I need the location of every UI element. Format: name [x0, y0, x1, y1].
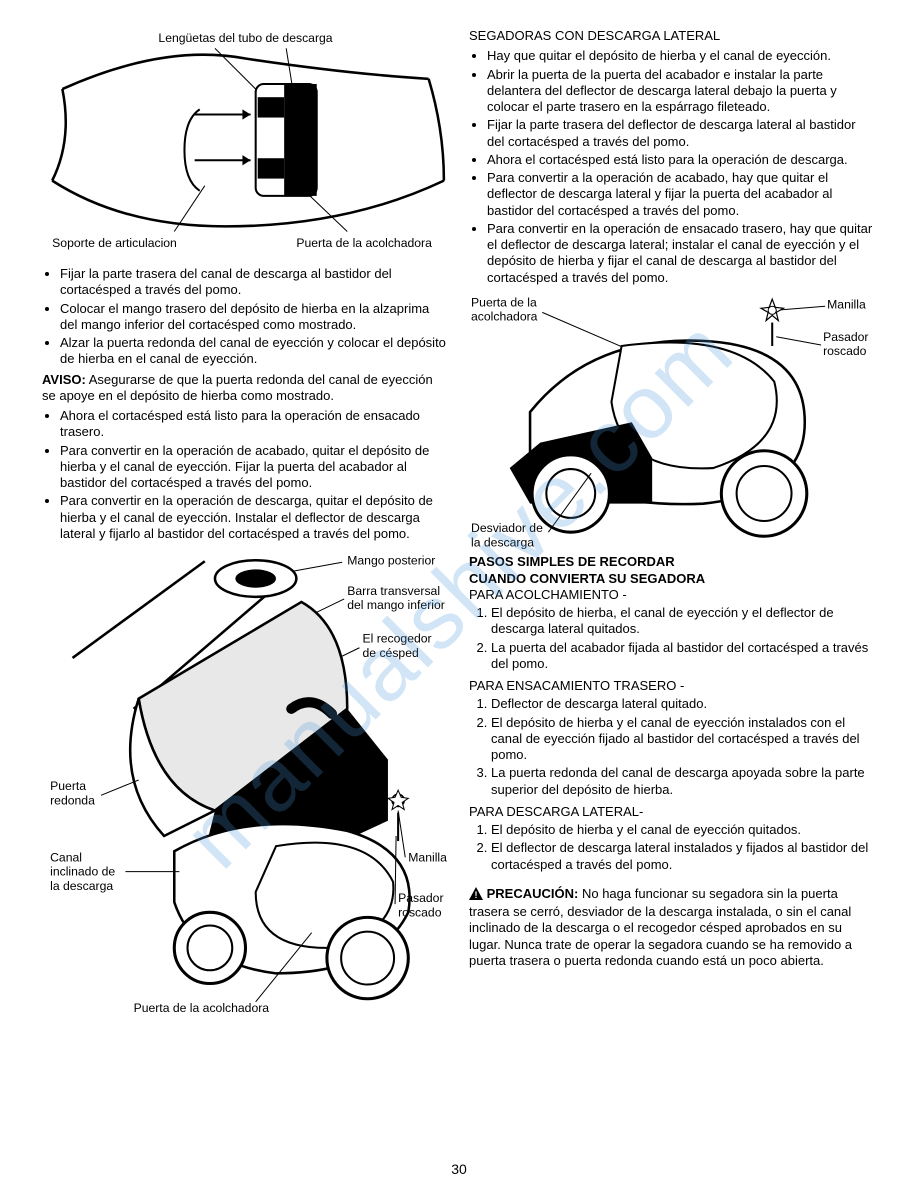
list-item: El depósito de hierba y el canal de eyec…	[491, 822, 876, 838]
fig2-l2b: del mango inferior	[347, 598, 445, 612]
left-bullets-a: Fijar la parte trasera del canal de desc…	[42, 266, 449, 368]
fig3-l4b: la descarga	[471, 535, 534, 549]
right-heading-1: SEGADORAS CON DESCARGA LATERAL	[469, 28, 876, 44]
warning-icon: !	[469, 887, 483, 904]
caution-paragraph: ! PRECAUCIÓN: No haga funcionar su segad…	[469, 886, 876, 969]
sub-ensacamiento: PARA ENSACAMIENTO TRASERO -	[469, 678, 876, 694]
bullet-item: Ahora el cortacésped está listo para la …	[60, 408, 449, 441]
bullet-item: Para convertir en la operación de ensaca…	[487, 221, 876, 286]
fig1-bl-label: Soporte de articulacion	[52, 236, 177, 250]
fig2-l4b: redonda	[50, 793, 95, 807]
fig3-l3a: Pasador	[823, 330, 868, 344]
fig2-l3a: El recogedor	[363, 632, 432, 646]
left-column: Lengüetas del tubo de descarga	[42, 28, 449, 1168]
bullet-item: Ahora el cortacésped está listo para la …	[487, 152, 876, 168]
right-heading-2a: PASOS SIMPLES DE RECORDAR	[469, 554, 876, 570]
list-acolchamiento: El depósito de hierba, el canal de eyecc…	[469, 605, 876, 672]
fig1-top-label: Lengüetas del tubo de descarga	[158, 31, 332, 45]
svg-text:!: !	[475, 890, 478, 900]
fig2-l7a: Pasador	[398, 891, 443, 905]
bullet-item: Fijar la parte trasera del deflector de …	[487, 117, 876, 150]
bullet-item: Colocar el mango trasero del depósito de…	[60, 301, 449, 334]
sub-acolchamiento: PARA ACOLCHAMIENTO -	[469, 587, 876, 603]
aviso-label: AVISO:	[42, 372, 86, 387]
fig2-l5c: la descarga	[50, 879, 113, 893]
bullet-item: Alzar la puerta redonda del canal de eye…	[60, 335, 449, 368]
list-item: La puerta del acabador fijada al bastido…	[491, 640, 876, 673]
fig2-l5a: Canal	[50, 850, 82, 864]
fig2-l4a: Puerta	[50, 779, 86, 793]
right-bullets-a: Hay que quitar el depósito de hierba y e…	[469, 48, 876, 286]
sub-descarga-lateral: PARA DESCARGA LATERAL-	[469, 804, 876, 820]
list-item: El deflector de descarga lateral instala…	[491, 840, 876, 873]
list-item: El depósito de hierba, el canal de eyecc…	[491, 605, 876, 638]
aviso-paragraph: AVISO: Asegurarse de que la puerta redon…	[42, 372, 449, 405]
left-bullets-b: Ahora el cortacésped está listo para la …	[42, 408, 449, 542]
bullet-item: Para convertir en la operación de acabad…	[60, 443, 449, 492]
bullet-item: Para convertir a la operación de acabado…	[487, 170, 876, 219]
right-column: SEGADORAS CON DESCARGA LATERAL Hay que q…	[469, 28, 876, 1168]
fig3-l2: Manilla	[827, 297, 866, 311]
fig2-l7b: roscado	[398, 905, 442, 919]
fig2-l1: Mango posterior	[347, 553, 435, 567]
right-heading-2b: CUANDO CONVIERTA SU SEGADORA	[469, 571, 876, 587]
list-descarga-lateral: El depósito de hierba y el canal de eyec…	[469, 822, 876, 873]
fig3-l1a: Puerta de la	[471, 295, 537, 309]
fig2-l2a: Barra transversal	[347, 584, 440, 598]
bullet-item: Hay que quitar el depósito de hierba y e…	[487, 48, 876, 64]
fig2-l5b: inclinado de	[50, 865, 115, 879]
figure-discharge-tube: Lengüetas del tubo de descarga	[42, 28, 449, 262]
fig2-l6: Manilla	[408, 850, 447, 864]
aviso-text: Asegurarse de que la puerta redonda del …	[42, 372, 433, 403]
list-item: La puerta redonda del canal de descarga …	[491, 765, 876, 798]
fig3-l1b: acolchadora	[471, 309, 538, 323]
fig2-l3b: de césped	[363, 646, 419, 660]
bullet-item: Abrir la puerta de la puerta del acabado…	[487, 67, 876, 116]
list-ensacamiento: Deflector de descarga lateral quitado. E…	[469, 696, 876, 798]
bullet-item: Para convertir en la operación de descar…	[60, 493, 449, 542]
fig3-l4a: Desviador de	[471, 521, 543, 535]
figure-grass-bag-mower: Mango posterior Barra transversal del ma…	[42, 546, 449, 1024]
fig1-br-label: Puerta de la acolchadora	[296, 236, 432, 250]
fig3-l3b: roscado	[823, 344, 867, 358]
figure-side-discharge: Puerta de la acolchadora Manilla Pasador…	[469, 290, 876, 555]
bullet-item: Fijar la parte trasera del canal de desc…	[60, 266, 449, 299]
list-item: El depósito de hierba y el canal de eyec…	[491, 715, 876, 764]
caution-label: PRECAUCIÓN:	[487, 886, 579, 901]
page-number: 30	[451, 1161, 467, 1179]
list-item: Deflector de descarga lateral quitado.	[491, 696, 876, 712]
fig2-l8: Puerta de la acolchadora	[134, 1001, 270, 1015]
